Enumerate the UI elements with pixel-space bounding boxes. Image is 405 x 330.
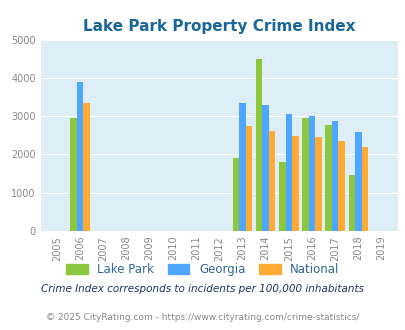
Bar: [331, 121, 338, 231]
Bar: [338, 142, 344, 231]
Bar: [232, 158, 239, 231]
Title: Lake Park Property Crime Index: Lake Park Property Crime Index: [83, 19, 355, 34]
Bar: [245, 126, 252, 231]
Bar: [302, 118, 308, 231]
Bar: [325, 125, 331, 231]
Bar: [70, 118, 77, 231]
Bar: [348, 176, 354, 231]
Bar: [308, 116, 315, 231]
Bar: [83, 103, 90, 231]
Text: Crime Index corresponds to incidents per 100,000 inhabitants: Crime Index corresponds to incidents per…: [41, 284, 364, 294]
Bar: [291, 136, 298, 231]
Bar: [361, 148, 367, 231]
Bar: [354, 132, 361, 231]
Legend: Lake Park, Georgia, National: Lake Park, Georgia, National: [62, 258, 343, 281]
Bar: [268, 131, 275, 231]
Text: © 2025 CityRating.com - https://www.cityrating.com/crime-statistics/: © 2025 CityRating.com - https://www.city…: [46, 313, 359, 322]
Bar: [278, 162, 285, 231]
Bar: [239, 103, 245, 231]
Bar: [77, 82, 83, 231]
Bar: [262, 105, 268, 231]
Bar: [255, 59, 262, 231]
Bar: [285, 114, 291, 231]
Bar: [315, 137, 321, 231]
